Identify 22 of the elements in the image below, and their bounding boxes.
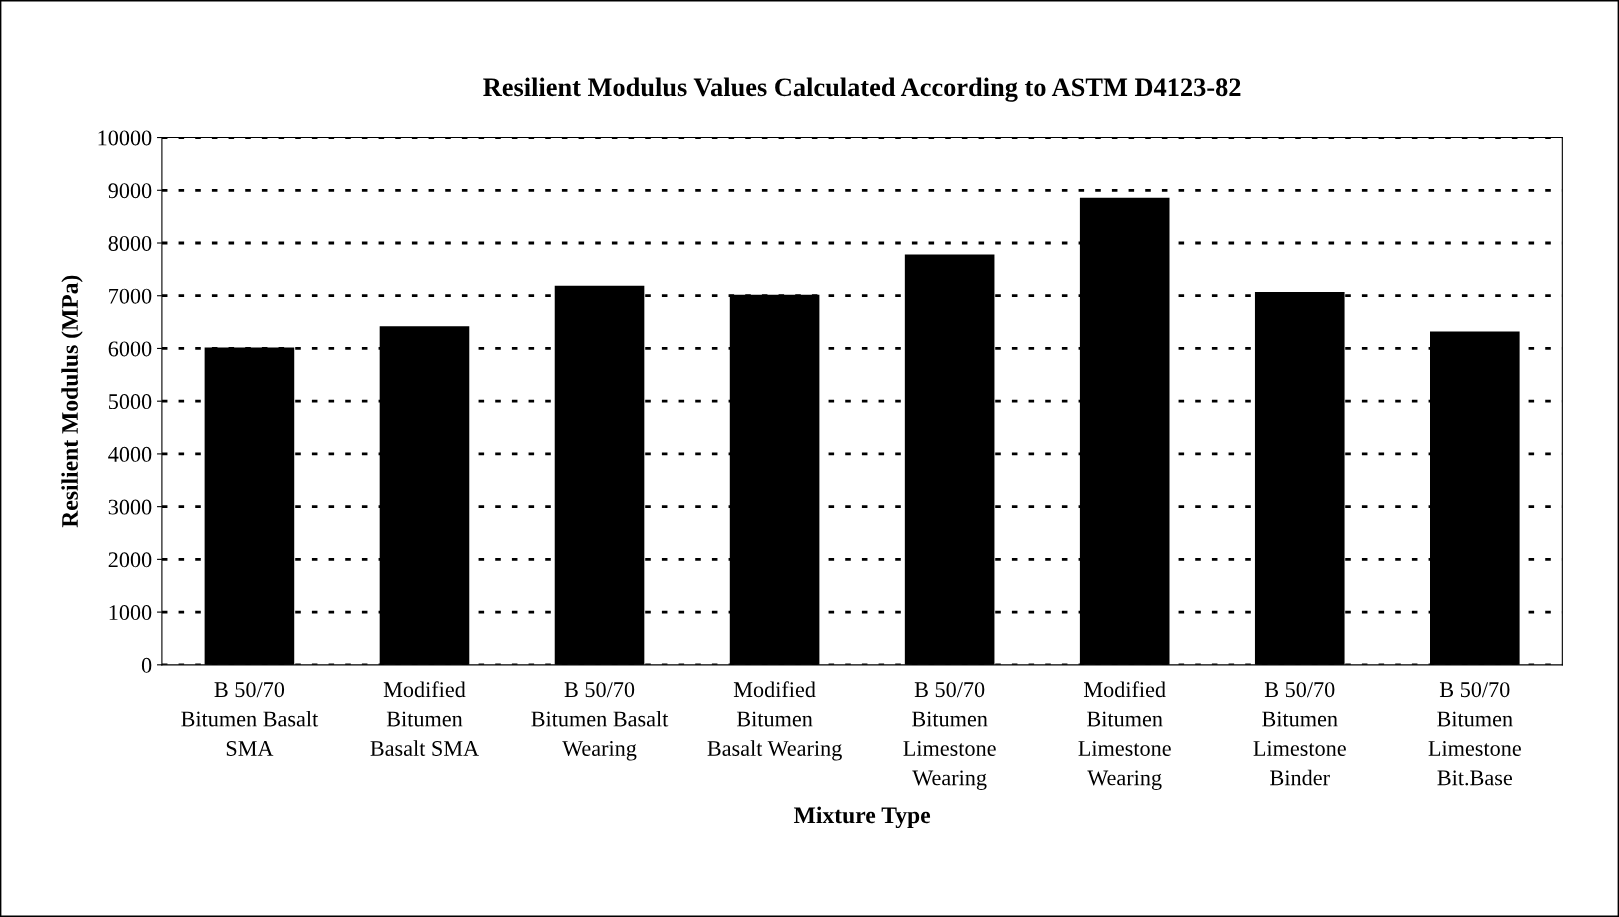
x-tick-label: B 50/70 Bitumen Limestone Bit.Base: [1428, 682, 1521, 786]
y-tick-label: 8000: [108, 235, 152, 251]
y-tick-label: 7000: [109, 288, 152, 304]
x-tick-label: B 50/70 Bitumen Basalt SMA: [181, 682, 319, 756]
x-tick-label: B 50/70 Bitumen Limestone Binder: [1253, 682, 1346, 786]
x-tick-label: Modified Bitumen Limestone Wearing: [1078, 681, 1171, 790]
x-tick-label: B 50/70 Bitumen Limestone Wearing: [903, 682, 996, 790]
y-tick-label: 5000: [109, 394, 152, 410]
x-tick-label: Modified Bitumen Basalt SMA: [370, 681, 479, 756]
y-tick-label: 3000: [108, 499, 152, 515]
y-tick-label: 1000: [109, 605, 152, 621]
x-tick-label: Modified Bitumen Basalt Wearing: [707, 681, 842, 761]
chart-title: Resilient Modulus Values Calculated According to ASTM D4123-82: [483, 77, 1241, 102]
x-axis-title: Mixture Type: [793, 806, 931, 829]
x-tick-label: B 50/70 Bitumen Basalt Wearing: [531, 682, 669, 761]
y-tick-label: 6000: [108, 341, 152, 357]
y-tick-label: 10000: [98, 130, 152, 146]
y-tick-label: 9000: [108, 183, 152, 199]
y-axis-title: Resilient Modulus (MPa): [61, 275, 83, 528]
y-tick-label: 4000: [108, 446, 152, 462]
y-tick-label: 2000: [108, 552, 152, 568]
y-tick-label: 0: [141, 657, 152, 673]
